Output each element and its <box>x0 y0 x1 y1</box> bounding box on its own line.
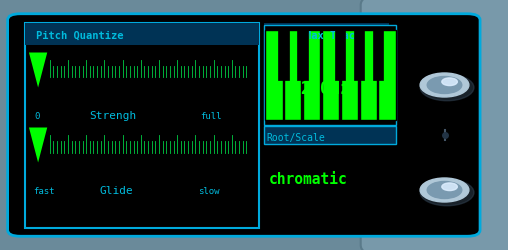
Text: slow: slow <box>198 187 219 196</box>
Circle shape <box>442 183 457 190</box>
Bar <box>378 30 396 120</box>
Bar <box>264 22 389 45</box>
Circle shape <box>420 74 474 101</box>
Bar <box>264 126 396 144</box>
Polygon shape <box>29 128 47 162</box>
Text: 0: 0 <box>35 112 40 121</box>
Text: full: full <box>201 112 222 121</box>
Circle shape <box>420 178 469 202</box>
Bar <box>322 30 339 120</box>
FancyBboxPatch shape <box>8 14 480 236</box>
Circle shape <box>427 76 462 94</box>
Bar <box>297 30 308 80</box>
Bar <box>354 30 364 80</box>
Circle shape <box>420 179 474 206</box>
Bar <box>373 30 383 80</box>
Bar <box>264 25 396 125</box>
Bar <box>25 22 259 45</box>
Text: fast: fast <box>33 187 54 196</box>
FancyBboxPatch shape <box>361 0 508 250</box>
Bar <box>303 30 320 120</box>
Text: 200Hz: 200Hz <box>300 80 350 98</box>
Text: Root/Scale: Root/Scale <box>267 132 326 142</box>
Polygon shape <box>29 52 47 88</box>
Text: Max Track: Max Track <box>305 31 361 41</box>
Bar <box>278 30 289 80</box>
Circle shape <box>442 78 457 86</box>
Bar <box>265 30 282 120</box>
Text: chromatic: chromatic <box>269 172 348 187</box>
Bar <box>25 22 259 228</box>
Bar <box>284 30 301 120</box>
Text: Strengh: Strengh <box>89 111 136 121</box>
Bar <box>360 30 377 120</box>
Bar <box>335 30 345 80</box>
Text: Pitch Quantize: Pitch Quantize <box>36 31 123 41</box>
Text: Glide: Glide <box>99 186 133 196</box>
Circle shape <box>427 182 462 198</box>
Bar <box>341 30 358 120</box>
Circle shape <box>420 73 469 97</box>
